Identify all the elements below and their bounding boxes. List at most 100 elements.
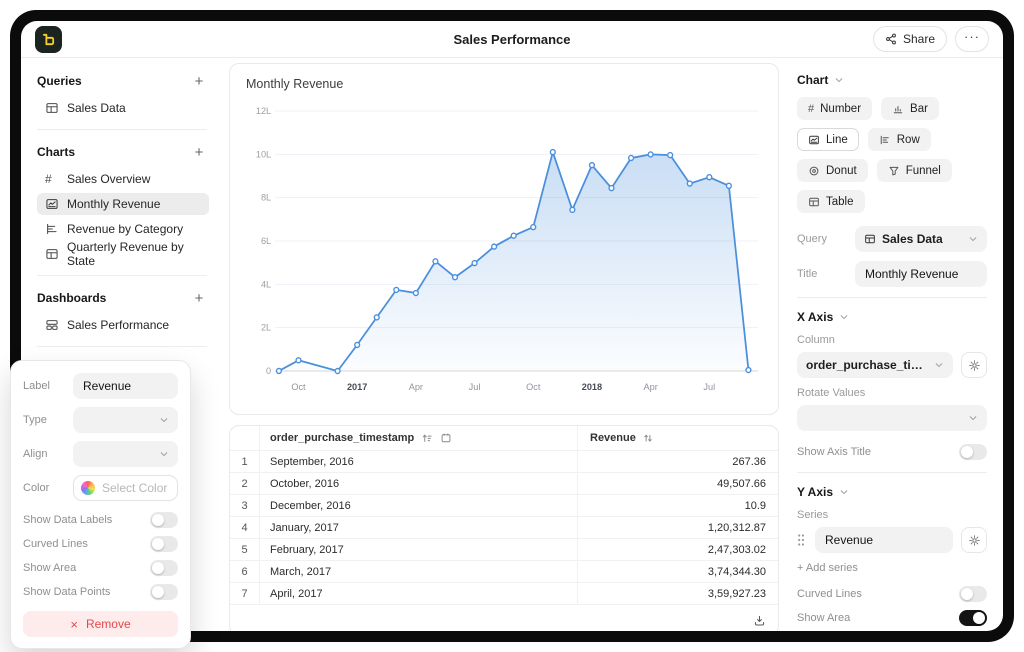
color-select-button[interactable]: Select Color: [73, 475, 178, 501]
x-axis-section-header[interactable]: X Axis: [797, 310, 987, 324]
row-number: 5: [230, 539, 260, 560]
sort-both-icon[interactable]: [642, 432, 654, 444]
sidebar-item-monthly-revenue[interactable]: Monthly Revenue: [37, 193, 209, 215]
section-label: Chart: [797, 73, 829, 87]
align-select[interactable]: [73, 441, 178, 467]
sidebar-item-revenue-by-category[interactable]: Revenue by Category: [37, 218, 209, 240]
cell-revenue: 2,47,303.02: [707, 543, 766, 556]
type-field-row: Type: [23, 407, 178, 433]
x-column-value: order_purchase_timestamp: [806, 358, 928, 372]
cell-period: December, 2016: [270, 499, 351, 512]
chart-type-row[interactable]: Row: [867, 128, 931, 151]
sidebar-item-label: Quarterly Revenue by State: [67, 240, 184, 268]
type-select[interactable]: [73, 407, 178, 433]
chart-type-bar[interactable]: Bar: [881, 97, 939, 120]
section-queries: Queries +: [37, 71, 215, 91]
series-settings-button[interactable]: [961, 527, 987, 553]
chart-title: Monthly Revenue: [246, 77, 344, 91]
sidebar-item-quarterly-revenue[interactable]: Quarterly Revenue by State: [37, 240, 209, 268]
svg-text:Apr: Apr: [643, 382, 657, 392]
rotate-values-select[interactable]: [797, 405, 987, 431]
add-series-button[interactable]: + Add series: [797, 562, 858, 574]
series-label: Series: [797, 509, 829, 521]
toggle-label: Show Axis Title: [797, 445, 871, 458]
sidebar-item-sales-performance[interactable]: Sales Performance: [37, 314, 209, 336]
chart-type-label: Bar: [910, 102, 928, 115]
table-row[interactable]: 5 February, 2017 2,47,303.02: [230, 539, 778, 561]
drag-handle-icon[interactable]: [797, 533, 807, 547]
series-name-input[interactable]: [815, 527, 953, 553]
show-data-points-toggle[interactable]: [150, 583, 178, 600]
sidebar: Queries + Sales Data Charts + # Sales Ov…: [21, 58, 217, 631]
chart-type-picker: # Number Bar Line: [797, 97, 987, 213]
cell-period: April, 2017: [270, 587, 323, 600]
color-wheel-icon: [81, 481, 95, 495]
download-icon[interactable]: [753, 614, 766, 627]
show-area-toggle[interactable]: [150, 559, 178, 576]
x-column-select[interactable]: order_purchase_timestamp: [797, 352, 953, 378]
share-button[interactable]: Share: [872, 26, 947, 52]
chart-section-header[interactable]: Chart: [797, 73, 987, 87]
chevron-down-icon: [834, 75, 844, 85]
svg-text:12L: 12L: [256, 106, 271, 116]
toggle-label: Curved Lines: [23, 537, 88, 550]
table-row[interactable]: 4 January, 2017 1,20,312.87: [230, 517, 778, 539]
revenue-column-header[interactable]: Revenue: [578, 426, 778, 450]
chart-type-number[interactable]: # Number: [797, 97, 873, 120]
table-row[interactable]: 2 October, 2016 49,507.66: [230, 473, 778, 495]
series-row: [797, 527, 987, 553]
chart-type-table[interactable]: Table: [797, 190, 865, 213]
chart-type-donut[interactable]: Donut: [797, 159, 868, 182]
add-chart-button[interactable]: +: [194, 143, 204, 161]
toggle-label: Curved Lines: [797, 587, 862, 600]
show-data-labels-toggle[interactable]: [150, 511, 178, 528]
revenue-area-chart[interactable]: 0 2L 4L 6L 8L 10L 12L Oct 2017 Apr Jul Oct 2018 Apr Ju…: [246, 97, 762, 397]
funnel-chart-icon: [888, 165, 900, 177]
divider: [37, 346, 207, 347]
series-label-input[interactable]: [73, 373, 178, 399]
title-input[interactable]: [855, 261, 987, 287]
field-label: Title: [797, 268, 818, 280]
remove-series-button[interactable]: × Remove: [23, 611, 178, 637]
row-chart-icon: [45, 222, 59, 236]
sidebar-item-sales-data[interactable]: Sales Data: [37, 97, 209, 119]
line-chart-icon: [808, 134, 820, 146]
sidebar-item-label: Monthly Revenue: [67, 197, 161, 211]
more-button[interactable]: ···: [955, 26, 989, 52]
show-area-toggle[interactable]: [959, 609, 987, 626]
svg-text:2L: 2L: [261, 323, 271, 333]
app-logo[interactable]: [35, 25, 62, 53]
share-label: Share: [902, 32, 935, 46]
table-row[interactable]: 6 March, 2017 3,74,344.30: [230, 561, 778, 583]
svg-text:2018: 2018: [582, 382, 602, 392]
curved-lines-toggle[interactable]: [150, 535, 178, 552]
calendar-icon[interactable]: [440, 432, 452, 444]
sidebar-item-label: Revenue by Category: [67, 222, 184, 236]
sidebar-item-sales-overview[interactable]: # Sales Overview: [37, 168, 209, 190]
table-row[interactable]: 1 September, 2016 267.36: [230, 451, 778, 473]
show-axis-title-toggle[interactable]: [959, 443, 987, 460]
chart-type-label: Row: [896, 133, 920, 146]
curved-lines-toggle[interactable]: [959, 585, 987, 602]
table-row[interactable]: 3 December, 2016 10.9: [230, 495, 778, 517]
line-chart-icon: [45, 197, 59, 211]
add-dashboard-button[interactable]: +: [194, 289, 204, 307]
timestamp-column-header[interactable]: order_purchase_timestamp: [260, 426, 578, 450]
sort-ascending-icon[interactable]: [421, 432, 433, 444]
row-number: 1: [230, 451, 260, 472]
chart-card: Monthly Revenue 0 2L 4L 6L 8L 10L 12L Oct 2017 Ap…: [229, 63, 779, 415]
chart-type-label: Funnel: [905, 164, 941, 177]
chart-type-line[interactable]: Line: [797, 128, 859, 151]
table-row[interactable]: 7 April, 2017 3,59,927.23: [230, 583, 778, 605]
add-query-button[interactable]: +: [194, 72, 204, 90]
sidebar-item-label: Sales Performance: [67, 318, 170, 332]
series-settings-popover: Label Type Align Color Select Color Show…: [10, 360, 191, 649]
cell-revenue: 1,20,312.87: [707, 521, 766, 534]
svg-text:Jul: Jul: [469, 382, 481, 392]
y-axis-section-header[interactable]: Y Axis: [797, 485, 987, 499]
chart-type-funnel[interactable]: Funnel: [876, 159, 952, 182]
label-field-row: Label: [23, 373, 178, 399]
dashboard-icon: [45, 318, 59, 332]
query-select[interactable]: Sales Data: [855, 226, 987, 252]
x-column-settings-button[interactable]: [961, 352, 987, 378]
